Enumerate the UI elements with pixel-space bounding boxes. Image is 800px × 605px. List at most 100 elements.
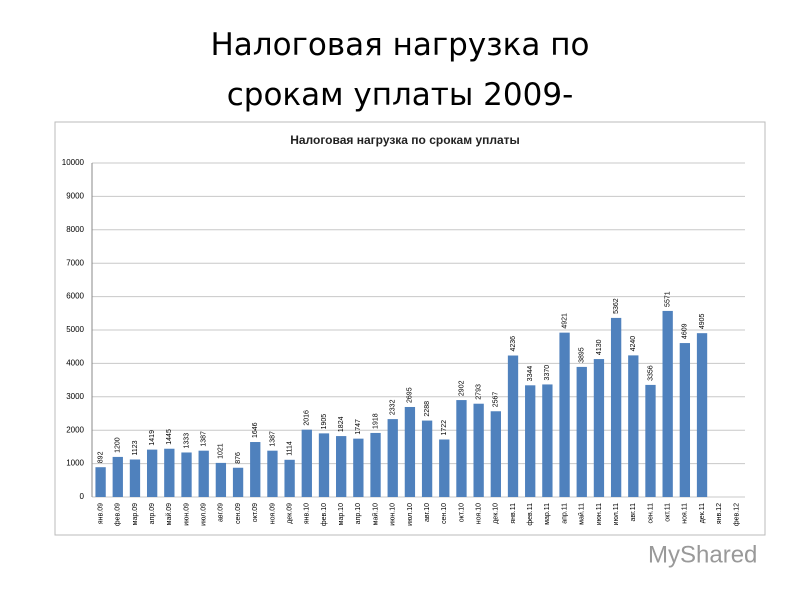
data-label: 1824 xyxy=(338,416,345,432)
data-label: 2902 xyxy=(458,380,465,396)
bar xyxy=(610,317,622,497)
x-tick-label: ноя.11 xyxy=(682,503,689,524)
bar xyxy=(628,355,639,497)
x-tick-label: июн.11 xyxy=(596,503,603,525)
x-tick-label: июн.10 xyxy=(390,503,397,526)
data-label: 3370 xyxy=(544,365,551,381)
data-label: 1333 xyxy=(183,433,190,449)
x-tick-label: фев.12 xyxy=(733,503,740,526)
x-tick-label: фев.09 xyxy=(115,503,122,526)
x-tick-label: дек.11 xyxy=(699,503,706,523)
bar xyxy=(542,384,553,497)
bar xyxy=(576,366,587,497)
x-tick-label: авг.11 xyxy=(630,503,637,522)
bar xyxy=(662,310,673,497)
x-tick-label: дек.09 xyxy=(286,503,293,524)
bar xyxy=(645,384,656,497)
x-tick-label: янв.11 xyxy=(510,503,517,524)
x-tick-label: фев.10 xyxy=(321,503,328,526)
data-label: 1747 xyxy=(355,419,362,435)
bar xyxy=(525,385,536,497)
bar xyxy=(490,411,501,497)
x-tick-label: ноя.10 xyxy=(475,503,482,524)
data-label: 1905 xyxy=(321,414,328,430)
data-label: 4921 xyxy=(561,313,568,329)
data-label: 1419 xyxy=(149,430,156,446)
bar xyxy=(387,419,398,497)
data-label: 2288 xyxy=(424,401,431,417)
bar xyxy=(507,355,519,497)
data-label: 1021 xyxy=(218,443,225,459)
bar xyxy=(95,467,106,497)
x-tick-label: июн.09 xyxy=(183,503,190,526)
bar xyxy=(250,442,261,497)
data-label: 1918 xyxy=(372,413,379,429)
x-tick-label: окт.10 xyxy=(458,503,465,522)
data-label: 876 xyxy=(235,452,242,464)
data-label: 4609 xyxy=(682,323,689,339)
x-tick-label: окт.11 xyxy=(665,503,672,522)
y-tick-label: 8000 xyxy=(66,225,84,234)
bar xyxy=(593,359,605,497)
x-tick-label: фев.11 xyxy=(527,503,534,526)
x-tick-label: апр.11 xyxy=(561,503,568,524)
x-tick-label: июл.10 xyxy=(407,503,414,526)
bar xyxy=(404,406,416,497)
data-label: 2016 xyxy=(304,410,311,426)
bar xyxy=(267,450,278,497)
x-tick-label: сен.11 xyxy=(647,503,654,524)
data-label: 1123 xyxy=(132,440,139,455)
x-tick-label: мар.09 xyxy=(132,503,139,525)
data-label: 1445 xyxy=(166,429,173,445)
data-label: 4240 xyxy=(630,336,637,352)
watermark: MyShared xyxy=(648,541,757,568)
bar xyxy=(301,429,312,497)
x-tick-label: окт.09 xyxy=(252,503,259,522)
x-tick-label: апр.09 xyxy=(149,503,156,524)
y-tick-label: 6000 xyxy=(66,292,84,301)
data-label: 3356 xyxy=(647,365,654,381)
bar xyxy=(336,436,347,497)
data-label: 3895 xyxy=(579,347,586,363)
bar xyxy=(232,467,244,497)
bar xyxy=(112,456,123,497)
bar xyxy=(215,462,227,497)
bar xyxy=(198,450,209,497)
y-tick-label: 0 xyxy=(80,492,85,501)
y-tick-label: 5000 xyxy=(66,325,84,334)
x-tick-label: сен.09 xyxy=(235,503,242,524)
x-tick-label: янв.10 xyxy=(304,503,311,524)
x-tick-label: июл.11 xyxy=(613,503,620,525)
y-tick-label: 4000 xyxy=(66,359,84,368)
x-tick-label: май.09 xyxy=(165,503,173,525)
data-label: 1114 xyxy=(286,441,293,456)
x-tick-label: май.11 xyxy=(578,503,586,525)
slide-title: Налоговая нагрузка по срокам уплаты 2009… xyxy=(210,27,590,130)
y-tick-label: 1000 xyxy=(66,459,84,468)
x-tick-label: мар.10 xyxy=(338,503,345,525)
bar xyxy=(146,449,158,497)
data-label: 1387 xyxy=(269,431,276,447)
x-tick-label: янв.12 xyxy=(716,503,723,524)
x-tick-label: авг.09 xyxy=(218,503,225,522)
bar xyxy=(679,343,691,497)
data-label: 1646 xyxy=(252,422,259,438)
data-label: 2567 xyxy=(493,392,500,408)
bar xyxy=(559,332,570,497)
bar xyxy=(318,433,330,497)
slide-title-box: Налоговая нагрузка по срокам уплаты 2009… xyxy=(210,27,590,130)
x-tick-label: май.10 xyxy=(371,503,379,525)
bar xyxy=(456,400,467,497)
bar xyxy=(353,438,364,497)
y-tick-label: 7000 xyxy=(66,258,84,267)
bar xyxy=(439,439,450,497)
bar xyxy=(181,452,192,497)
data-label: 892 xyxy=(97,451,104,463)
y-tick-label: 2000 xyxy=(66,425,84,434)
data-label: 3344 xyxy=(527,366,534,382)
bar xyxy=(284,459,295,497)
bar xyxy=(129,459,141,497)
data-label: 2793 xyxy=(475,384,482,400)
x-tick-label: сен.10 xyxy=(441,503,448,524)
